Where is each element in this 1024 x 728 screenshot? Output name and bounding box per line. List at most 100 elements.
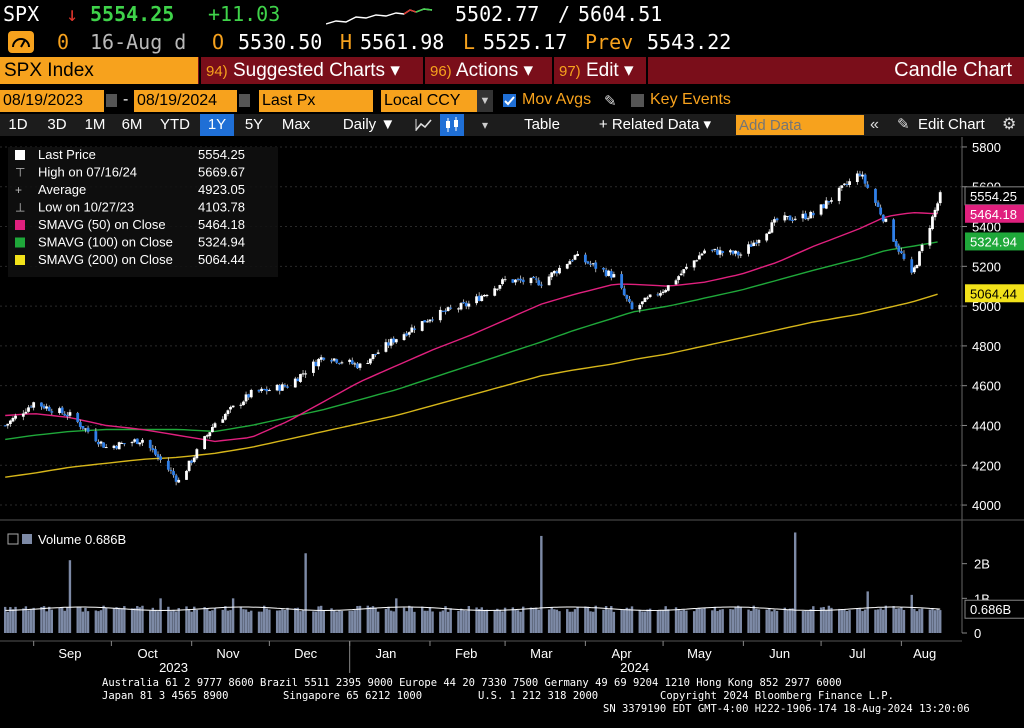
x-tick-label: Feb [455, 646, 477, 661]
volume-bar [317, 606, 320, 633]
frequency-select[interactable]: Daily ▼ [342, 116, 396, 133]
candle-body [729, 250, 732, 253]
calendar-icon[interactable] [106, 94, 117, 107]
key-events-checkbox[interactable] [631, 94, 644, 107]
x-tick-label: Jan [375, 646, 396, 661]
candle-body [187, 460, 191, 471]
candle-body [612, 274, 616, 278]
price-field-select[interactable]: Last Px [259, 90, 373, 112]
volume-bar [29, 609, 33, 633]
prev-label: Prev [585, 30, 634, 54]
start-date-field[interactable]: 08/19/2023 [0, 90, 104, 112]
volume-bar [882, 609, 885, 633]
end-date-field[interactable]: 08/19/2024 [134, 90, 237, 112]
candle-body [731, 250, 735, 254]
chevron-down-icon[interactable]: ▼ [477, 90, 493, 112]
candle-body [423, 320, 427, 323]
volume-bar [480, 607, 483, 633]
period-button-6m[interactable]: 6M [121, 116, 143, 133]
currency-select[interactable]: Local CCY [381, 90, 477, 112]
range-separator: / [558, 2, 571, 26]
table-button[interactable]: Table [524, 116, 560, 133]
price-chart[interactable]: 4000420044004600480050005200540056005800… [0, 137, 1024, 675]
period-button-1d[interactable]: 1D [8, 116, 28, 133]
volume-bar [897, 608, 900, 633]
edit-menu[interactable]: 97) Edit ▾ [559, 57, 634, 84]
add-data-input[interactable] [736, 115, 864, 135]
candle-body [60, 407, 64, 414]
volume-bar [863, 609, 867, 633]
volume-bar [141, 605, 144, 633]
volume-bar [226, 610, 230, 633]
volume-bar [768, 608, 771, 633]
volume-bar [413, 611, 416, 633]
collapse-icon[interactable]: « [870, 116, 879, 133]
volume-bar [174, 611, 178, 633]
candle-body [135, 438, 139, 444]
mov-avgs-checkbox[interactable] [503, 94, 516, 107]
period-button-3d[interactable]: 3D [47, 116, 67, 133]
candle-body [301, 373, 305, 375]
volume-bar [801, 610, 805, 633]
volume-bar [522, 606, 525, 633]
candle-body [920, 244, 924, 251]
security-field[interactable]: SPX Index [0, 57, 198, 84]
candle-body [286, 386, 289, 388]
period-button-1m[interactable]: 1M [84, 116, 106, 133]
candle-body [265, 389, 269, 392]
candle-body [332, 358, 336, 361]
candle-chart-icon[interactable] [440, 114, 464, 136]
candle-body [539, 284, 543, 286]
candle-body [568, 261, 572, 265]
candle-body [770, 222, 774, 233]
candle-body [267, 390, 271, 392]
pencil-icon[interactable]: ✎ [604, 93, 617, 110]
calendar-icon[interactable] [239, 94, 250, 107]
volume-bar [586, 606, 590, 633]
candle-body [407, 332, 411, 335]
candle-body [845, 184, 849, 186]
volume-legend-marker [22, 534, 32, 544]
related-data-menu[interactable]: + Related Data ▾ [598, 116, 712, 133]
suggested-charts-menu[interactable]: 94) Suggested Charts ▾ [206, 57, 400, 84]
period-button-max[interactable]: Max [281, 116, 311, 133]
candle-body [897, 245, 901, 252]
period-button-5y[interactable]: 5Y [244, 116, 264, 133]
candle-body [358, 363, 362, 368]
period-button-1y[interactable]: 1Y [200, 114, 234, 136]
candle-body [501, 279, 504, 285]
candle-body [703, 250, 706, 254]
line-chart-icon[interactable] [414, 117, 434, 133]
candle-body [431, 319, 434, 321]
prev-value: 5543.22 [647, 30, 732, 54]
y-tick-label: 4200 [972, 458, 1001, 473]
sma200-label-bg [965, 284, 1024, 303]
chevron-down-icon[interactable]: ▾ [482, 118, 489, 132]
volume-bar [791, 608, 794, 633]
candle-body [210, 427, 214, 433]
period-button-ytd[interactable]: YTD [160, 116, 190, 133]
volume-bar [511, 607, 515, 633]
volume-bar [692, 611, 696, 633]
volume-bar [534, 607, 538, 633]
volume-bar [659, 610, 662, 633]
candle-body [335, 359, 339, 363]
pencil-icon[interactable]: ✎ [897, 116, 910, 133]
sma50-label-bg [965, 204, 1024, 223]
candle-body [337, 363, 341, 365]
menu-separator [423, 57, 425, 84]
gear-icon[interactable]: ⚙ [1002, 116, 1017, 133]
volume-bar [900, 607, 903, 633]
candle-body [58, 408, 61, 414]
legend-label: Low on 10/27/23 [38, 200, 134, 215]
volume-bar [830, 607, 833, 633]
volume-bar [576, 606, 579, 633]
candle-body [519, 278, 523, 281]
volume-bar [677, 609, 680, 633]
candle-body [734, 250, 738, 254]
candle-body [226, 410, 230, 414]
edit-chart-button[interactable]: Edit Chart [918, 116, 985, 133]
volume-bar [384, 608, 388, 633]
actions-menu[interactable]: 96) Actions ▾ [430, 57, 533, 84]
candle-body [477, 295, 481, 301]
